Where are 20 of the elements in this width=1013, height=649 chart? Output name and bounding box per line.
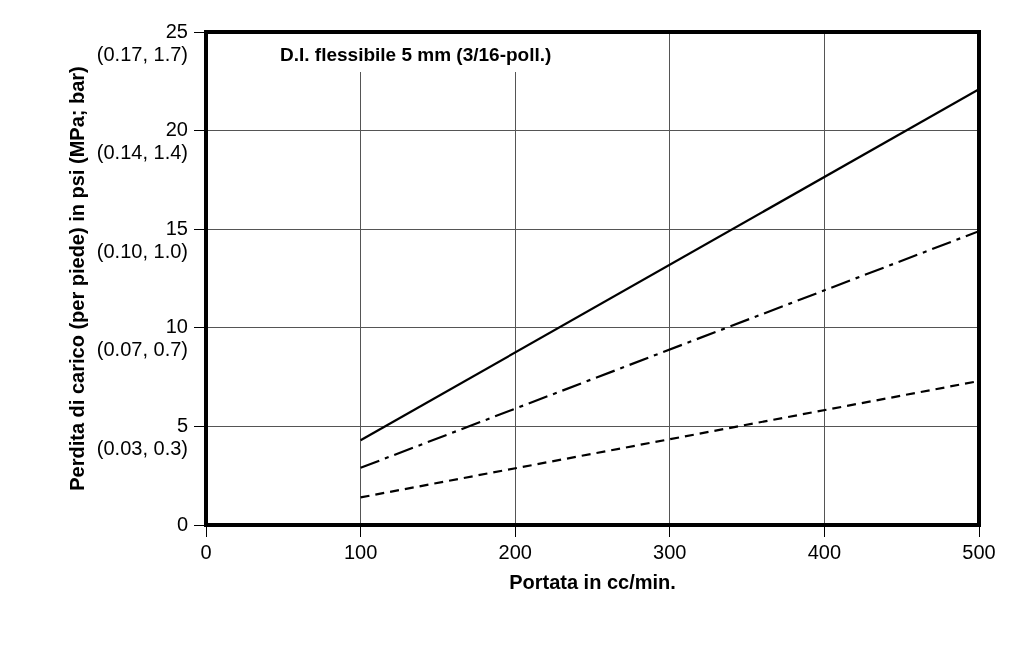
y-tick-label: 15 (165, 216, 188, 239)
x-tick-label: 200 (498, 540, 532, 563)
x-axis-title: Portata in cc/min. (509, 570, 676, 593)
x-tick-label: 500 (962, 540, 996, 563)
y-tick-label: 25 (165, 19, 188, 42)
x-tick-label: 400 (807, 540, 842, 563)
text: (0.14, 1.4) (96, 141, 188, 164)
text: (0.17, 1.7) (96, 42, 188, 65)
x-tick-label: 100 (343, 540, 378, 563)
x-tick-label: 0 (200, 540, 212, 563)
y-axis-title: Perdita di carico (per piede) in psi (MPa; bar) (65, 66, 88, 491)
x-tick-label: 300 (653, 540, 687, 563)
text: (0.07, 0.7) (96, 338, 188, 361)
text: (0.03, 0.3) (96, 436, 188, 459)
y-tick-label: 5 (176, 413, 188, 436)
text: D.I. flessibile 5 mm (3/16-poll.) (280, 43, 552, 65)
y-tick-label: 10 (165, 315, 188, 338)
y-tick-label: 20 (165, 118, 188, 141)
y-tick-label: 0 (176, 512, 188, 535)
text: (0.10, 1.0) (96, 239, 188, 262)
